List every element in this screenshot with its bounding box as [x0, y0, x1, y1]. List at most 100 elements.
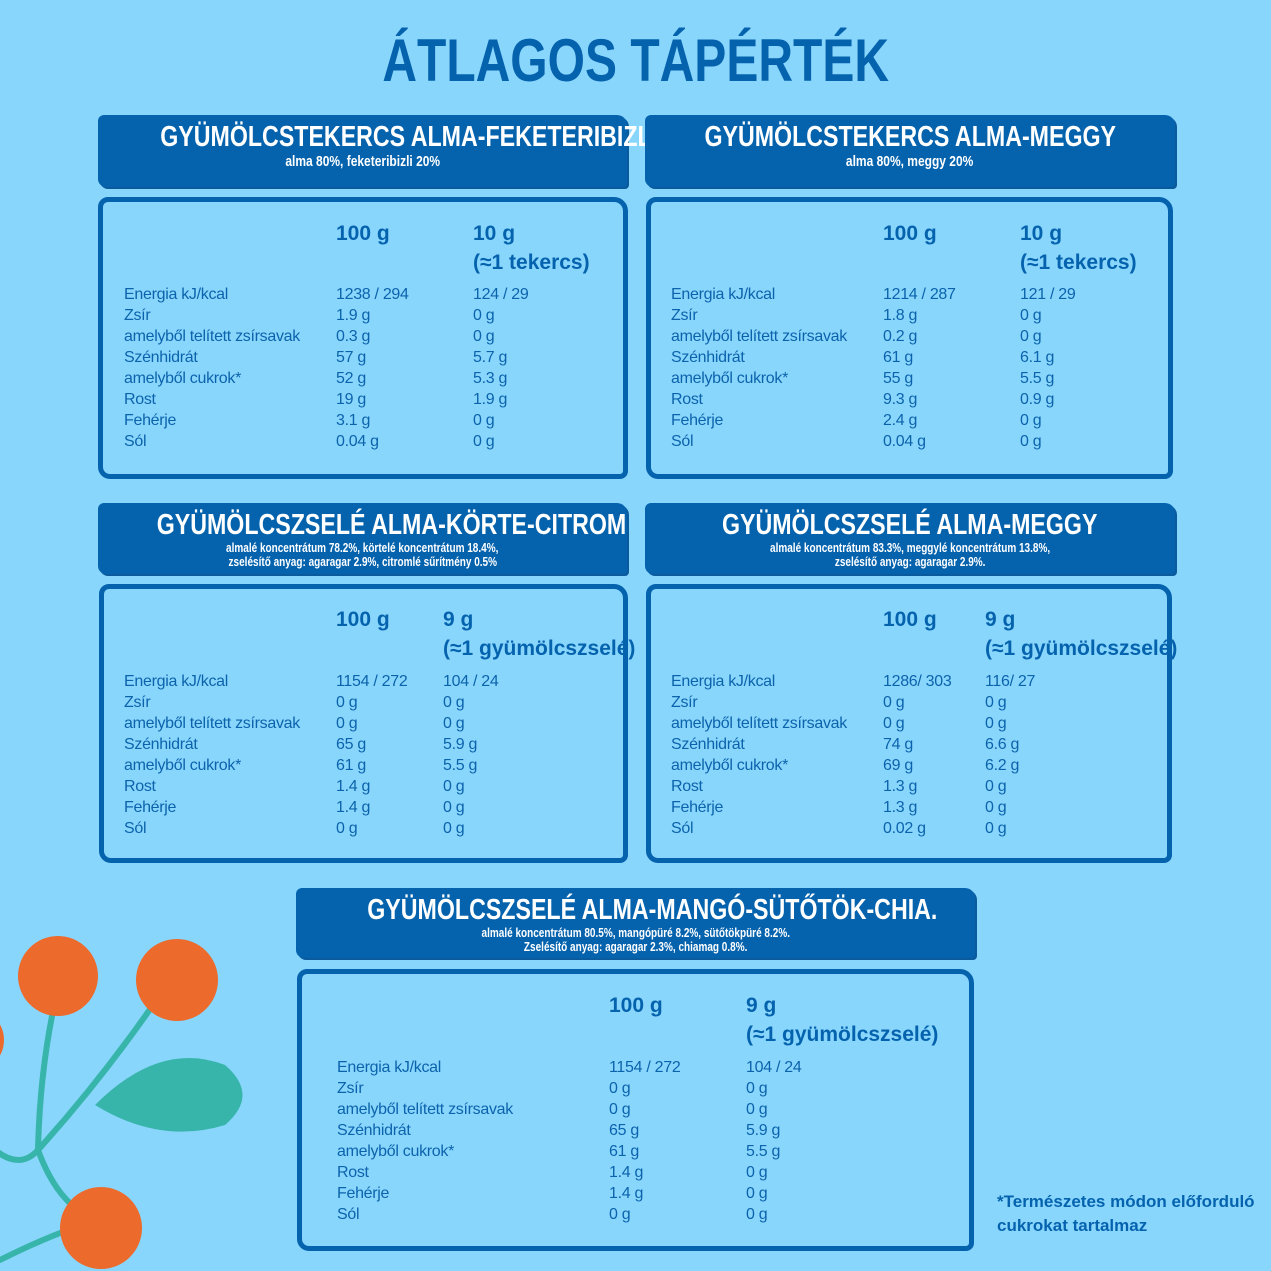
product-name-text: GYÜMÖLCSTEKERCS ALMA-FEKETERIBIZLI: [160, 121, 659, 153]
value-per-100g: 0 g: [336, 715, 358, 732]
value-per-portion: 5.7 g: [473, 349, 508, 366]
product-name-text: GYÜMÖLCSZSELÉ ALMA-MEGGY: [722, 509, 1098, 541]
ingredients-line: almalé koncentrátum 80.5%, mangópüré 8.2…: [296, 926, 975, 940]
value-per-100g: 65 g: [336, 736, 366, 753]
value-per-portion: 6.1 g: [1020, 349, 1055, 366]
footnote-line: *Természetes módon előforduló: [997, 1192, 1255, 1211]
value-per-100g: 55 g: [883, 370, 913, 387]
value-per-portion: 0 g: [746, 1206, 768, 1223]
row-label: Fehérje: [671, 412, 724, 429]
column-header-portion-note: (≈1 tekercs): [473, 251, 590, 274]
row-label: amelyből cukrok*: [124, 370, 242, 387]
row-label: Rost: [124, 391, 156, 408]
value-per-100g: 0.04 g: [336, 433, 379, 450]
value-per-portion: 124 / 29: [473, 286, 529, 303]
product-name-text: GYÜMÖLCSZSELÉ ALMA-KÖRTE-CITROM: [156, 509, 627, 541]
row-label: amelyből telített zsírsavak: [671, 328, 847, 345]
row-label: Rost: [124, 778, 156, 795]
row-label: amelyből cukrok*: [124, 757, 242, 774]
product-name: GYÜMÖLCSTEKERCS ALMA-FEKETERIBIZLI: [98, 121, 658, 153]
value-per-100g: 1238 / 294: [336, 286, 409, 303]
value-per-portion: 0.9 g: [1020, 391, 1055, 408]
berry-branch-decoration: [0, 936, 243, 1269]
value-per-portion: 0 g: [746, 1101, 768, 1118]
value-per-100g: 1.4 g: [609, 1185, 644, 1202]
value-per-portion: 6.2 g: [985, 757, 1020, 774]
value-per-portion: 121 / 29: [1020, 286, 1076, 303]
ingredients-text: almalé koncentrátum 80.5%, mangópüré 8.2…: [481, 926, 790, 940]
column-header-portion: 9 g: [746, 994, 777, 1017]
value-per-100g: 1.3 g: [883, 799, 918, 816]
footnote-line: cukrokat tartalmaz: [997, 1216, 1148, 1235]
value-per-portion: 6.6 g: [985, 736, 1020, 753]
value-per-portion: 0 g: [473, 328, 495, 345]
value-per-portion: 0 g: [985, 820, 1007, 837]
row-label: Zsír: [124, 307, 151, 324]
ingredients-text: alma 80%, meggy 20%: [846, 153, 974, 170]
product-name: GYÜMÖLCSZSELÉ ALMA-MEGGY: [645, 509, 1175, 541]
value-per-portion: 116/ 27: [985, 673, 1036, 690]
value-per-portion: 104 / 24: [443, 673, 499, 690]
value-per-portion: 0 g: [443, 820, 465, 837]
value-per-portion: 5.9 g: [746, 1122, 781, 1139]
row-label: Sól: [671, 433, 694, 450]
value-per-portion: 1.9 g: [473, 391, 508, 408]
row-label: Szénhidrát: [124, 736, 198, 753]
ingredients-text: almalé koncentrátum 78.2%, körtelé konce…: [226, 541, 499, 555]
ingredients-line: alma 80%, meggy 20%: [645, 153, 1175, 170]
ingredients-line: zselésítő anyag: agaragar 2.9%.: [645, 555, 1175, 569]
value-per-100g: 0 g: [883, 694, 905, 711]
product-header: GYÜMÖLCSZSELÉ ALMA-MANGÓ-SÜTŐTÖK-CHIA. al…: [296, 888, 975, 958]
value-per-portion: 0 g: [985, 799, 1007, 816]
value-per-portion: 0 g: [443, 694, 465, 711]
product-name: GYÜMÖLCSZSELÉ ALMA-MANGÓ-SÜTŐTÖK-CHIA.: [296, 894, 975, 926]
ingredients-line: Zselésítő anyag: agaragar 2.3%, chiamag …: [296, 940, 975, 954]
product-header: GYÜMÖLCSZSELÉ ALMA-MEGGY almalé koncentrá…: [645, 503, 1175, 574]
row-label: Energia kJ/kcal: [337, 1059, 441, 1076]
value-per-100g: 0.3 g: [336, 328, 371, 345]
column-header-portion: 9 g: [443, 608, 474, 631]
product-header: GYÜMÖLCSTEKERCS ALMA-MEGGY alma 80%, megg…: [645, 115, 1175, 187]
row-label: amelyből telített zsírsavak: [124, 328, 300, 345]
value-per-100g: 74 g: [883, 736, 913, 753]
ingredients-line: alma 80%, feketeribizli 20%: [98, 153, 627, 170]
value-per-100g: 19 g: [336, 391, 366, 408]
nutrition-table-frame: [297, 969, 974, 1251]
column-header-portion-note: (≈1 tekercs): [1020, 251, 1137, 274]
row-label: Szénhidrát: [671, 349, 745, 366]
value-per-portion: 5.9 g: [443, 736, 478, 753]
row-label: Zsír: [671, 694, 698, 711]
ingredients-text: zselésítő anyag: agaragar 2.9%, citromlé…: [228, 555, 497, 569]
value-per-portion: 0 g: [1020, 433, 1042, 450]
row-label: Fehérje: [124, 799, 177, 816]
footnote: *Természetes módon előforduló cukrokat t…: [997, 1190, 1255, 1238]
ingredients-line: zselésítő anyag: agaragar 2.9%, citromlé…: [98, 555, 627, 569]
row-label: Rost: [337, 1164, 369, 1181]
row-label: amelyből cukrok*: [671, 370, 789, 387]
value-per-100g: 1.4 g: [336, 778, 371, 795]
row-label: Zsír: [337, 1080, 364, 1097]
column-header-portion-note: (≈1 gyümölcszselé): [985, 637, 1178, 660]
value-per-100g: 0 g: [609, 1080, 631, 1097]
row-label: Energia kJ/kcal: [671, 286, 775, 303]
value-per-portion: 0 g: [1020, 412, 1042, 429]
leaf: [95, 1058, 243, 1132]
row-label: Sól: [337, 1206, 360, 1223]
value-per-100g: 57 g: [336, 349, 366, 366]
value-per-100g: 1.9 g: [336, 307, 371, 324]
value-per-100g: 0.02 g: [883, 820, 926, 837]
row-label: Szénhidrát: [337, 1122, 411, 1139]
value-per-portion: 0 g: [746, 1164, 768, 1181]
value-per-portion: 0 g: [1020, 328, 1042, 345]
value-per-100g: 1286/ 303: [883, 673, 952, 690]
value-per-100g: 1.4 g: [609, 1164, 644, 1181]
row-label: Zsír: [124, 694, 151, 711]
value-per-portion: 0 g: [1020, 307, 1042, 324]
value-per-100g: 1.8 g: [883, 307, 918, 324]
value-per-100g: 3.1 g: [336, 412, 371, 429]
row-label: amelyből cukrok*: [671, 757, 789, 774]
value-per-100g: 69 g: [883, 757, 913, 774]
nutrition-table-frame: [98, 197, 628, 479]
row-label: Sól: [124, 433, 147, 450]
column-header-portion: 9 g: [985, 608, 1016, 631]
